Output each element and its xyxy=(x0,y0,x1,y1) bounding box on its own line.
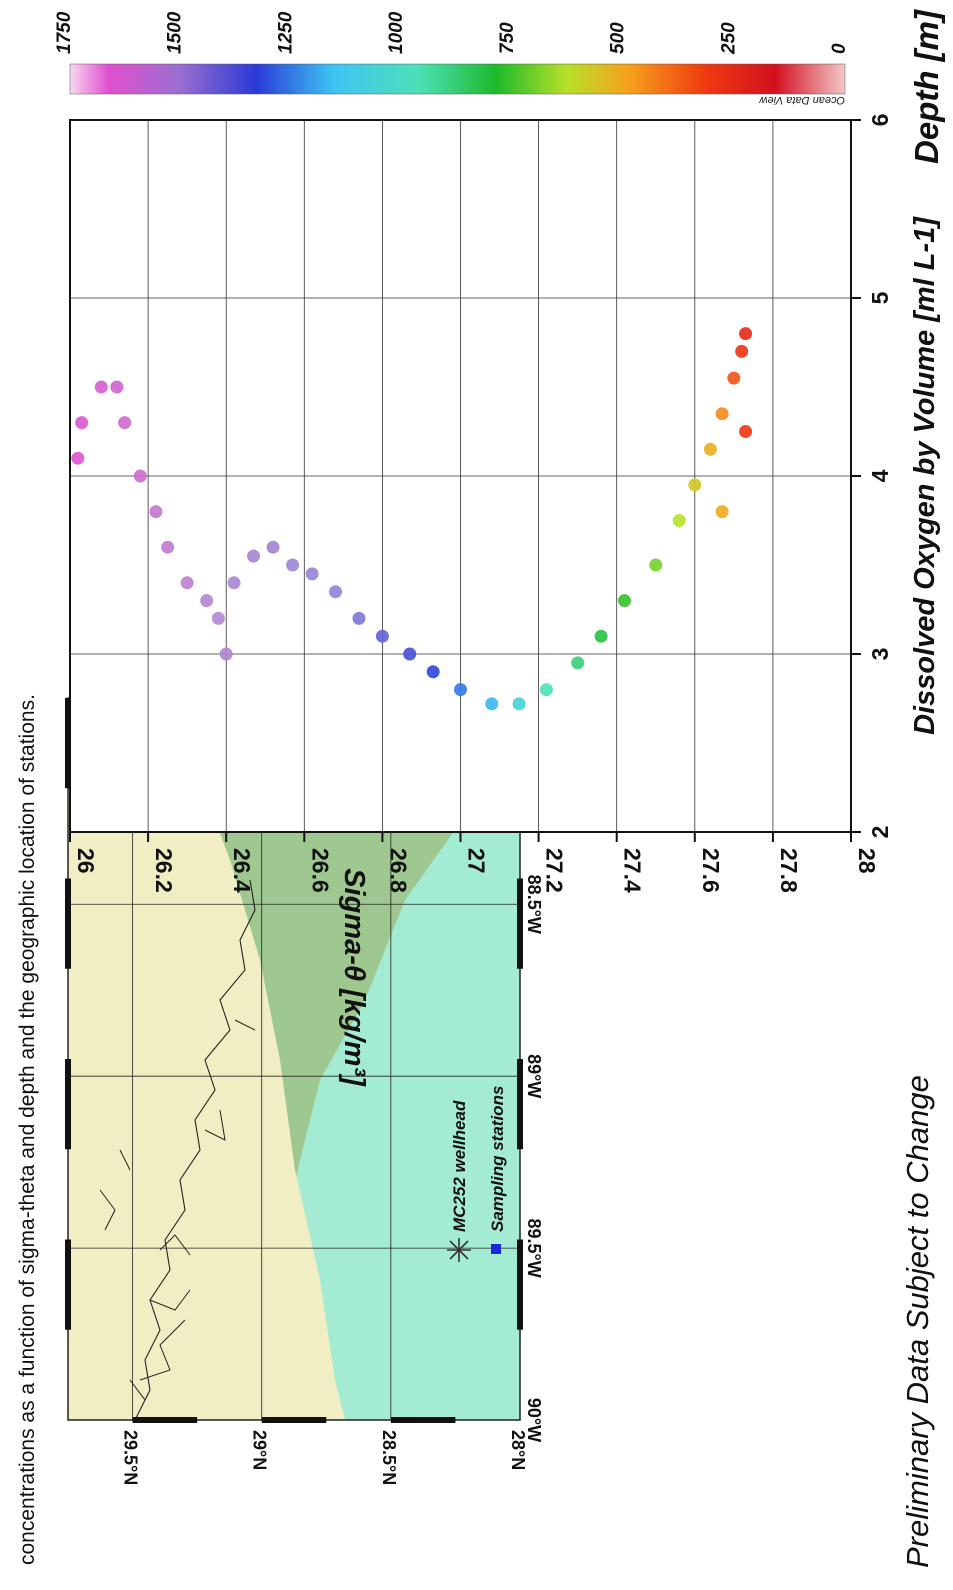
colorbar-tick-label: 750 xyxy=(497,22,518,54)
data-point xyxy=(485,697,499,711)
data-point xyxy=(715,407,729,421)
data-point xyxy=(539,683,553,697)
y-tick-label: 26.8 xyxy=(385,848,411,893)
y-tick-label: 27.6 xyxy=(698,848,724,893)
data-point xyxy=(512,697,526,711)
y-tick-marks xyxy=(69,832,852,842)
data-point xyxy=(375,629,389,643)
data-point xyxy=(161,540,175,554)
stations-legend-icon xyxy=(491,1244,501,1254)
data-point xyxy=(594,629,608,643)
x-tick-marks xyxy=(851,119,861,833)
data-point xyxy=(454,683,467,697)
data-point xyxy=(649,558,663,572)
x-tick-label: 4 xyxy=(867,469,893,482)
wellhead-legend-label: MC252 wellhead xyxy=(450,1100,469,1232)
data-point xyxy=(715,505,729,519)
x-tick-label: 6 xyxy=(867,114,893,127)
x-tick-label: 3 xyxy=(867,648,893,661)
data-point xyxy=(266,540,280,554)
x-axis-title: Dissolved Oxygen by Volume [ml L-1] xyxy=(909,216,941,735)
data-point xyxy=(352,611,366,625)
data-point xyxy=(618,594,632,608)
y-tick-labels: 26 26.2 26.4 26.6 26.8 27 27.2 27.4 27.6 27.8 28 xyxy=(73,848,880,893)
map-longitude-label: 88.5°W xyxy=(524,875,544,934)
data-point xyxy=(305,567,319,581)
colorbar-tick-label: 1500 xyxy=(165,11,186,54)
y-tick-label: 27 xyxy=(464,848,490,874)
y-tick-label: 26.4 xyxy=(229,848,255,893)
colorbar-tick-label: 1750 xyxy=(54,11,75,54)
data-points xyxy=(71,327,753,711)
map-latitude-label: 28.5°N xyxy=(379,1430,399,1485)
y-tick-label: 27.4 xyxy=(620,848,646,893)
data-point xyxy=(71,451,85,465)
map-latitude-label: 28°N xyxy=(508,1430,528,1470)
caption-text: concentrations as a function of sigma-th… xyxy=(16,694,39,1565)
data-point xyxy=(571,656,585,670)
data-point xyxy=(688,478,702,492)
y-tick-label: 27.8 xyxy=(776,848,802,893)
data-point xyxy=(227,576,241,590)
map-latitude-labels: 29.5°N 29°N 28.5°N 28°N xyxy=(121,1430,528,1485)
data-point xyxy=(426,665,440,679)
data-point xyxy=(727,371,741,385)
data-point xyxy=(286,558,300,572)
preliminary-note: Preliminary Data Subject to Change xyxy=(900,1075,935,1568)
depth-colorbar: 0 250 500 750 1000 1250 1500 1750 Depth [m] Oce… xyxy=(54,9,945,164)
data-point xyxy=(672,514,686,527)
map-latitude-label: 29°N xyxy=(250,1430,270,1470)
data-point xyxy=(329,585,343,599)
colorbar-tick-label: 0 xyxy=(829,43,850,54)
data-point xyxy=(200,594,214,608)
data-point xyxy=(133,469,147,483)
data-point xyxy=(735,344,749,358)
y-tick-label: 27.2 xyxy=(542,848,568,893)
colorbar-watermark: Ocean Data View xyxy=(759,94,845,106)
data-point xyxy=(739,425,753,438)
colorbar-tick-label: 500 xyxy=(608,22,629,54)
data-point xyxy=(247,549,261,563)
map-latitude-label: 29.5°N xyxy=(121,1430,141,1485)
data-point xyxy=(739,327,753,341)
x-tick-labels: 2 3 4 5 6 xyxy=(867,114,893,839)
data-point xyxy=(211,611,225,625)
y-tick-label: 28 xyxy=(854,848,880,874)
y-axis-title: Sigma-θ [kg/m³] xyxy=(338,868,370,1087)
x-tick-label: 2 xyxy=(867,826,893,839)
data-point xyxy=(118,416,132,430)
data-point xyxy=(149,505,163,519)
stations-legend-label: Sampling stations xyxy=(488,1086,507,1232)
colorbar-gradient xyxy=(69,63,846,95)
map-longitude-label: 90°W xyxy=(524,1398,544,1442)
y-tick-label: 26 xyxy=(73,848,99,874)
map-longitude-label: 89.5°W xyxy=(524,1218,544,1277)
colorbar-tick-label: 250 xyxy=(718,22,739,55)
coastline-detail xyxy=(99,1019,256,1401)
data-point xyxy=(219,647,233,661)
data-point xyxy=(75,416,89,430)
map-longitude-label: 89°W xyxy=(524,1054,544,1098)
y-tick-label: 26.2 xyxy=(151,848,177,893)
y-tick-label: 26.6 xyxy=(307,848,333,893)
colorbar-title: Depth [m] xyxy=(908,9,945,164)
scatter-plot: 2 3 4 5 6 26 26.2 26.4 26.6 26.8 27 27.2 27.4 27.6 27… xyxy=(69,114,941,1087)
data-point xyxy=(703,442,717,456)
map-legend: MC252 wellhead Sampling stations xyxy=(447,1086,507,1262)
wellhead-legend-icon xyxy=(447,1238,471,1262)
data-point xyxy=(94,380,108,394)
colorbar-tick-label: 1000 xyxy=(386,11,407,54)
data-point xyxy=(110,380,124,394)
map-grid xyxy=(68,698,520,1420)
colorbar-tick-labels: 0 250 500 750 1000 1250 1500 1750 xyxy=(54,11,850,55)
coastline xyxy=(134,879,256,1421)
data-point xyxy=(403,647,417,661)
colorbar-tick-label: 1250 xyxy=(275,11,296,54)
data-point xyxy=(180,576,194,590)
x-tick-label: 5 xyxy=(867,291,893,304)
